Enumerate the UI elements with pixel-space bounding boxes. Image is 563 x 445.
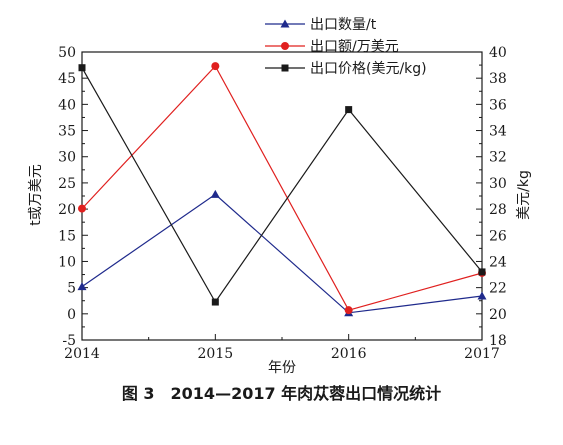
right-axis: 18 20 22 24 26 28 30 32 34 36 38 40 bbox=[476, 45, 507, 349]
left-tick-label: 35 bbox=[58, 124, 76, 140]
legend-triangle-icon bbox=[280, 19, 290, 28]
left-tick-label: 0 bbox=[67, 307, 76, 323]
x-tick-label: 2015 bbox=[198, 346, 234, 362]
left-tick-label: 5 bbox=[67, 281, 76, 297]
x-axis-title: 年份 bbox=[268, 360, 296, 376]
data-point-square bbox=[78, 64, 86, 72]
figure-caption: 图 3 2014—2017 年肉苁蓉出口情况统计 bbox=[121, 384, 442, 403]
right-tick-label: 40 bbox=[489, 45, 507, 61]
data-point-triangle bbox=[210, 189, 220, 198]
data-point-square bbox=[478, 268, 486, 276]
series-line-2 bbox=[81, 67, 483, 304]
left-tick-label: 25 bbox=[58, 176, 76, 192]
y-axis-left-title: t或万美元 bbox=[28, 164, 44, 226]
left-tick-label: 40 bbox=[58, 97, 76, 113]
x-tick-label: 2017 bbox=[464, 346, 500, 362]
left-tick-label: 45 bbox=[58, 71, 76, 87]
data-point-triangle bbox=[77, 282, 87, 291]
right-tick-label: 18 bbox=[489, 333, 507, 349]
x-axis: 2014 2015 2016 2017 bbox=[64, 334, 500, 362]
y-axis-right-title: 美元/kg bbox=[516, 170, 532, 220]
right-tick-label: 26 bbox=[489, 228, 507, 244]
left-tick-label: 50 bbox=[58, 45, 76, 61]
left-tick-label: -5 bbox=[62, 333, 76, 349]
series-line-0 bbox=[81, 193, 483, 314]
data-point-circle bbox=[78, 204, 86, 213]
right-tick-label: 36 bbox=[489, 97, 507, 113]
legend-entry-price: 出口价格(美元/kg) bbox=[265, 61, 427, 77]
right-tick-label: 20 bbox=[489, 307, 507, 323]
series-layer bbox=[77, 62, 487, 317]
legend-label-value: 出口额/万美元 bbox=[310, 39, 399, 55]
plot-frame bbox=[81, 51, 483, 341]
legend-label-price: 出口价格(美元/kg) bbox=[310, 61, 427, 77]
right-tick-label: 22 bbox=[489, 281, 507, 297]
x-tick-label: 2016 bbox=[331, 346, 367, 362]
legend-square-icon bbox=[281, 64, 289, 72]
data-point-circle bbox=[211, 62, 220, 71]
x-tick-label: 2014 bbox=[64, 346, 100, 362]
legend-label-quantity: 出口数量/t bbox=[310, 17, 377, 33]
right-tick-label: 30 bbox=[489, 176, 507, 192]
right-tick-label: 32 bbox=[489, 150, 507, 166]
left-tick-label: 30 bbox=[58, 150, 76, 166]
right-tick-label: 28 bbox=[489, 202, 507, 218]
left-tick-label: 15 bbox=[58, 228, 76, 244]
legend: 出口数量/t 出口额/万美元 出口价格(美元/kg) bbox=[265, 17, 427, 77]
data-point-square bbox=[345, 106, 353, 114]
data-point-square bbox=[211, 298, 219, 306]
legend-entry-value: 出口额/万美元 bbox=[265, 39, 399, 55]
right-tick-label: 34 bbox=[489, 124, 507, 140]
data-point-circle bbox=[344, 306, 353, 315]
left-tick-label: 10 bbox=[58, 254, 76, 270]
legend-entry-quantity: 出口数量/t bbox=[265, 17, 377, 33]
right-tick-label: 24 bbox=[489, 254, 507, 270]
right-tick-label: 38 bbox=[489, 71, 507, 87]
left-axis: -5 0 5 10 15 20 25 30 35 40 45 50 bbox=[58, 45, 88, 349]
left-tick-label: 20 bbox=[58, 202, 76, 218]
data-point-triangle bbox=[477, 291, 487, 300]
series-line-1 bbox=[81, 65, 483, 311]
chart-svg: -5 0 5 10 15 20 25 30 35 40 45 50 18 20 22 24 26 28 30 32 3… bbox=[28, 17, 532, 376]
legend-circle-icon bbox=[281, 42, 289, 50]
